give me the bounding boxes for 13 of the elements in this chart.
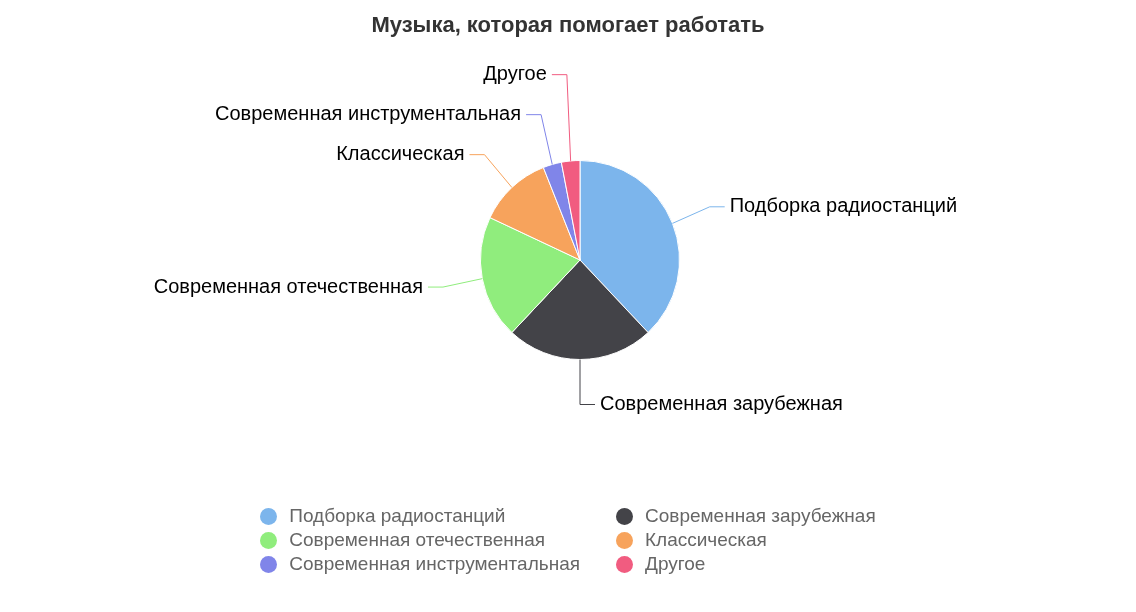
legend-label: Современная отечественная (289, 529, 546, 551)
slice-label: Современная отечественная (153, 274, 423, 297)
slice-label: Другое (483, 62, 547, 85)
legend-label: Современная инструментальная (289, 553, 581, 575)
slice-label: Подборка радиостанций (729, 194, 958, 217)
legend-label: Подборка радиостанций (289, 505, 506, 527)
slice-label: Современная зарубежная (600, 392, 843, 415)
chart-title: Музыка, которая помогает работать (370, 11, 766, 39)
slice-label: Классическая (336, 142, 465, 165)
slice-label: Современная инструментальная (215, 102, 522, 125)
legend-label: Классическая (645, 529, 767, 551)
legend-label: Современная зарубежная (645, 505, 876, 527)
legend-label: Другое (645, 553, 706, 575)
